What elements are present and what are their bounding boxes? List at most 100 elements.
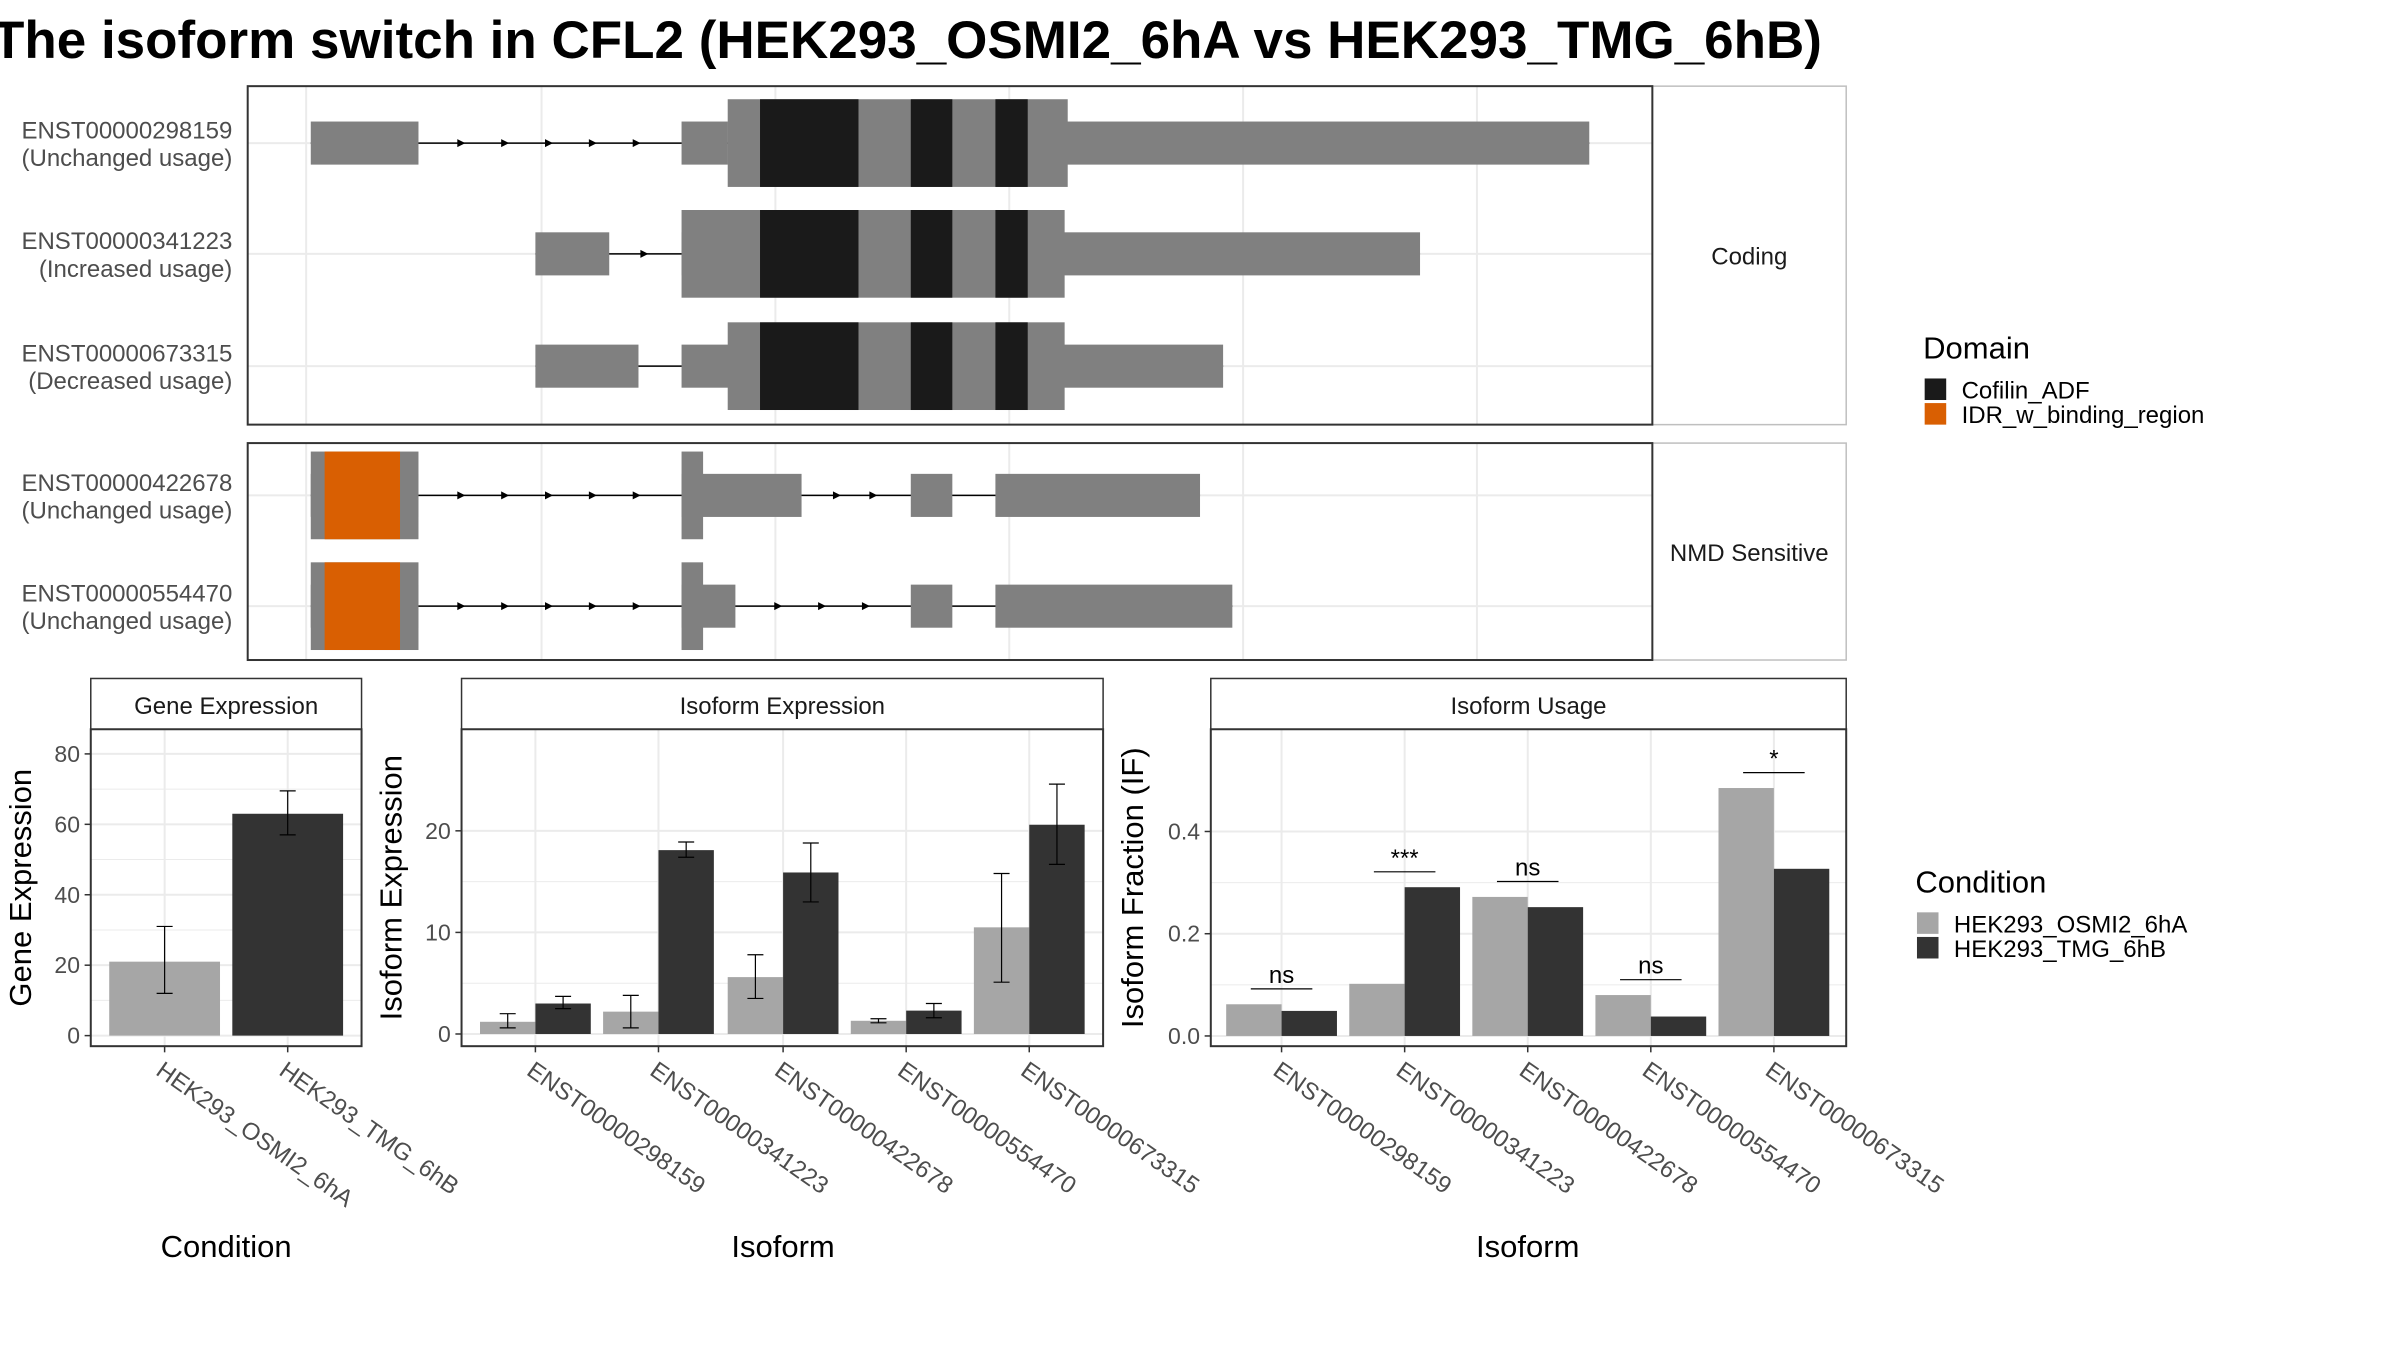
chart-title: Gene Expression xyxy=(134,693,318,720)
chart-1: Isoform Expression01020ENST00000298159EN… xyxy=(374,677,1204,1264)
x-axis-title: Isoform xyxy=(1476,1229,1579,1264)
significance-label: ns xyxy=(1515,855,1540,882)
chart-title: Isoform Usage xyxy=(1450,693,1606,720)
bar xyxy=(1281,1010,1337,1036)
direction-arrow xyxy=(632,602,641,611)
domain-legend-swatch xyxy=(1924,403,1947,425)
direction-arrow xyxy=(588,602,597,611)
y-tick-label: 0 xyxy=(438,1021,451,1047)
cofilin-domain xyxy=(760,210,859,298)
exon-utr xyxy=(535,344,639,388)
domain-legend-label: IDR_w_binding_region xyxy=(1962,402,2205,429)
direction-arrow xyxy=(869,491,878,500)
significance-label: ns xyxy=(1269,962,1294,989)
exon-utr xyxy=(681,121,728,165)
cofilin-domain xyxy=(995,322,1028,411)
y-tick-label: 80 xyxy=(54,741,80,767)
exon-utr xyxy=(995,473,1201,517)
bar xyxy=(1595,995,1651,1036)
direction-arrow xyxy=(861,602,870,611)
direction-arrow xyxy=(545,602,554,611)
y-tick-label: 10 xyxy=(425,919,451,945)
cofilin-domain xyxy=(760,99,859,187)
y-tick-label: 0 xyxy=(67,1023,80,1049)
group-strip xyxy=(1651,85,1847,426)
bar xyxy=(1472,896,1528,1036)
transcript-id: ENST00000341223 xyxy=(21,228,232,255)
direction-arrow xyxy=(501,491,510,500)
y-axis-title: Gene Expression xyxy=(3,769,38,1007)
exon-cds xyxy=(681,451,704,540)
y-tick-label: 40 xyxy=(54,882,80,908)
direction-arrow xyxy=(545,139,554,148)
bar xyxy=(1650,1016,1707,1036)
condition-legend-title: Condition xyxy=(1915,864,2046,899)
idr-domain xyxy=(324,562,401,651)
bar xyxy=(1527,907,1584,1036)
domain-legend-label: Cofilin_ADF xyxy=(1962,377,2090,404)
exon-cds xyxy=(681,562,704,651)
idr-domain xyxy=(324,451,401,540)
plot-border xyxy=(1209,728,1848,1048)
y-tick-label: 20 xyxy=(425,818,451,844)
chart-strip xyxy=(1210,677,1847,730)
direction-arrow xyxy=(457,602,466,611)
cofilin-domain xyxy=(910,210,953,298)
bar xyxy=(1773,868,1830,1036)
chart-title: Isoform Expression xyxy=(680,693,885,720)
bar xyxy=(1226,1004,1282,1036)
direction-arrow xyxy=(818,602,827,611)
bar xyxy=(658,850,714,1034)
direction-arrow xyxy=(457,139,466,148)
bar xyxy=(232,813,344,1036)
y-axis-title: Isoform Fraction (IF) xyxy=(1115,747,1150,1028)
domain-legend-swatch xyxy=(1924,378,1947,401)
exon-utr xyxy=(995,584,1233,628)
exon-utr xyxy=(535,232,610,276)
significance-label: * xyxy=(1769,746,1778,773)
direction-arrow xyxy=(501,139,510,148)
y-tick-label: 60 xyxy=(54,811,80,837)
cofilin-domain xyxy=(995,210,1028,298)
figure-title: The isoform switch in CFL2 (HEK293_OSMI2… xyxy=(0,11,1822,70)
significance-label: *** xyxy=(1391,845,1419,872)
group-label: NMD Sensitive xyxy=(1670,540,1829,567)
transcript-id: ENST00000422678 xyxy=(21,470,232,497)
bar xyxy=(1404,887,1461,1036)
transcript-panel-border xyxy=(246,85,1654,426)
group-strip xyxy=(1651,442,1847,661)
cofilin-domain xyxy=(910,322,953,411)
direction-arrow xyxy=(501,602,510,611)
transcript-id: ENST00000298159 xyxy=(21,117,232,144)
x-axis-title: Isoform xyxy=(731,1229,834,1264)
domain-legend-title: Domain xyxy=(1923,330,2030,365)
transcript-panel-border xyxy=(246,442,1654,662)
bar-charts: Gene Expression 0 20 40 60 80 HEK293_OSMI2_6hA… xyxy=(3,677,1949,1264)
y-tick-label: 0.2 xyxy=(1168,921,1200,947)
transcript-usage: (Decreased usage) xyxy=(28,368,232,395)
transcript-usage: (Increased usage) xyxy=(39,256,232,283)
transcript-usage: (Unchanged usage) xyxy=(22,608,233,635)
x-tick-label: HEK293_OSMI2_6hA xyxy=(151,1057,358,1213)
condition-legend-label: HEK293_OSMI2_6hA xyxy=(1954,911,2187,938)
cofilin-domain xyxy=(760,322,859,411)
direction-arrow xyxy=(640,249,649,258)
bar xyxy=(906,1010,962,1034)
cofilin-domain xyxy=(910,99,953,187)
group-label: Coding xyxy=(1711,244,1787,271)
bar xyxy=(1718,788,1774,1036)
direction-arrow xyxy=(588,139,597,148)
direction-arrow xyxy=(457,491,466,500)
cofilin-domain xyxy=(995,99,1028,187)
x-axis-title: Condition xyxy=(161,1229,292,1264)
chart-strip xyxy=(460,677,1104,730)
plot-border xyxy=(89,728,363,1048)
direction-arrow xyxy=(632,139,641,148)
exon-utr xyxy=(310,121,419,165)
transcript-id: ENST00000554470 xyxy=(21,581,232,608)
direction-arrow xyxy=(632,491,641,500)
